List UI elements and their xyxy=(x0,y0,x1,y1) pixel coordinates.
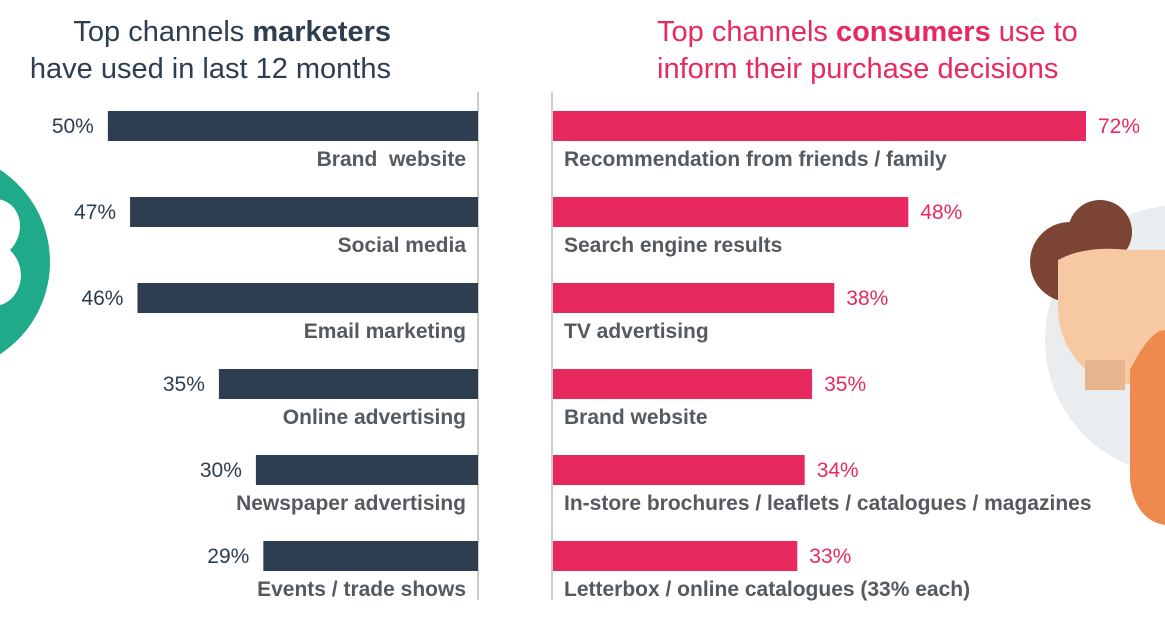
left-title-prefix: Top channels xyxy=(73,16,253,48)
left-value-label: 47% xyxy=(74,201,116,224)
left-bar xyxy=(218,369,478,399)
right-chart-title: Top channels consumers use to inform the… xyxy=(657,14,1078,88)
left-bar xyxy=(263,541,478,571)
left-bar xyxy=(255,455,478,485)
right-bar xyxy=(553,455,805,485)
left-bar xyxy=(130,197,478,227)
left-value-label: 30% xyxy=(200,459,242,482)
right-title-prefix: Top channels xyxy=(657,16,836,48)
left-category-label: Brand website xyxy=(317,148,466,171)
right-title-highlight: consumers xyxy=(835,16,991,48)
left-value-label: 50% xyxy=(52,115,94,138)
right-category-label: In-store brochures / leaflets / catalogu… xyxy=(564,492,1092,515)
left-title-line2: have used in last 12 months xyxy=(29,53,391,85)
left-category-label: Email marketing xyxy=(304,320,466,343)
right-title-line2: inform their purchase decisions xyxy=(657,53,1059,85)
right-value-label: 72% xyxy=(1098,115,1140,138)
right-category-label: Brand website xyxy=(564,406,708,429)
right-value-label: 38% xyxy=(846,287,888,310)
right-category-label: Recommendation from friends / family xyxy=(564,148,947,171)
right-value-label: 33% xyxy=(809,545,851,568)
left-person-illustration xyxy=(0,169,50,355)
left-category-label: Events / trade shows xyxy=(257,578,466,601)
left-category-label: Social media xyxy=(338,234,467,257)
right-category-label: Letterbox / online catalogues (33% each) xyxy=(564,578,970,601)
right-bar xyxy=(553,283,835,313)
left-chart: 50% Brand website 47% Social media 46% Email … xyxy=(52,111,478,601)
right-bar xyxy=(553,111,1086,141)
left-chart-title: Top channels marketers have used in last… xyxy=(30,14,391,88)
left-value-label: 46% xyxy=(81,287,123,310)
left-bar xyxy=(107,111,478,141)
left-title-highlight: marketers xyxy=(252,16,391,48)
right-bar xyxy=(553,541,798,571)
left-value-label: 29% xyxy=(207,545,249,568)
right-category-label: TV advertising xyxy=(564,320,709,343)
right-bar xyxy=(553,197,909,227)
right-title-suffix: use to xyxy=(990,16,1078,48)
right-person-illustration xyxy=(1030,200,1165,525)
left-category-label: Online advertising xyxy=(283,406,466,429)
right-value-label: 35% xyxy=(824,373,866,396)
left-category-label: Newspaper advertising xyxy=(236,492,466,515)
right-bar xyxy=(553,369,813,399)
left-bar xyxy=(137,283,478,313)
right-value-label: 34% xyxy=(817,459,859,482)
right-chart: 72% Recommendation from friends / family 4… xyxy=(553,111,1140,601)
right-category-label: Search engine results xyxy=(564,234,782,257)
left-value-label: 35% xyxy=(163,373,205,396)
right-value-label: 48% xyxy=(920,201,962,224)
